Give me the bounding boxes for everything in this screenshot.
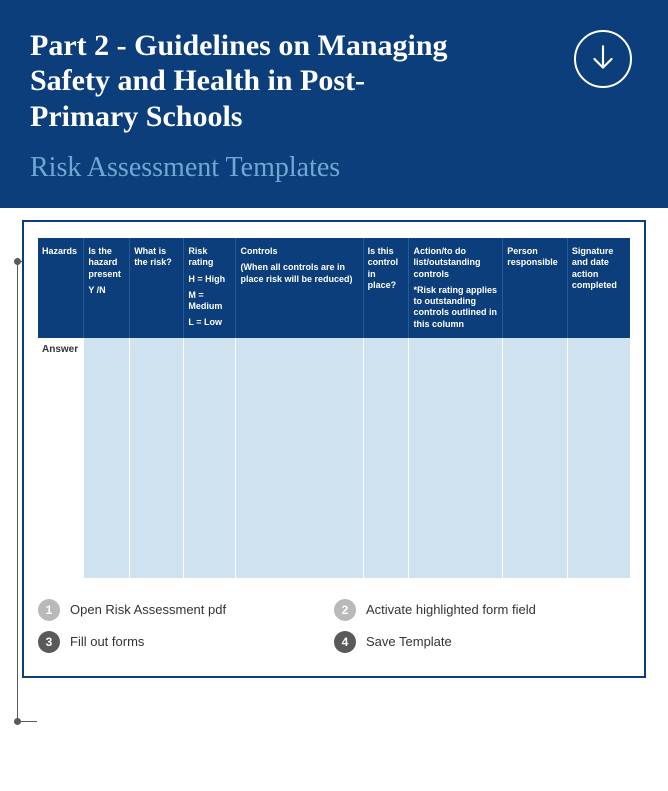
page-header: Part 2 - Guidelines on Managing Safety a… bbox=[0, 0, 668, 208]
risk-assessment-table: HazardsIs the hazard presentY /NWhat is … bbox=[38, 238, 630, 578]
table-header-subtext: Y /N bbox=[88, 285, 125, 296]
page-subtitle: Risk Assessment Templates bbox=[30, 152, 638, 184]
page-title: Part 2 - Guidelines on Managing Safety a… bbox=[30, 28, 470, 134]
table-cell[interactable] bbox=[409, 338, 503, 578]
table-cell[interactable] bbox=[363, 338, 409, 578]
table-header-subtext: L = Low bbox=[188, 317, 231, 328]
table-header-cell: Is the hazard presentY /N bbox=[84, 238, 130, 338]
table-header-row: HazardsIs the hazard presentY /NWhat is … bbox=[38, 238, 630, 338]
table-header-cell: Signature and date action completed bbox=[567, 238, 630, 338]
step-label: Activate highlighted form field bbox=[366, 602, 536, 617]
table-cell[interactable] bbox=[84, 338, 130, 578]
steps-list: 1 Open Risk Assessment pdf 2 Activate highl… bbox=[38, 594, 630, 658]
table-header-cell: Hazards bbox=[38, 238, 84, 338]
table-header-cell: Controls(When all controls are in place … bbox=[236, 238, 363, 338]
step-item: 2 Activate highlighted form field bbox=[334, 594, 630, 626]
template-panel: HazardsIs the hazard presentY /NWhat is … bbox=[22, 220, 646, 678]
table-header-cell: What is the risk? bbox=[130, 238, 184, 338]
table-header-cell: Action/to do list/outstanding controls*R… bbox=[409, 238, 503, 338]
step-number-badge: 1 bbox=[38, 599, 60, 621]
step-item: 3 Fill out forms bbox=[38, 626, 334, 658]
step-item: 1 Open Risk Assessment pdf bbox=[38, 594, 334, 626]
table-cell[interactable] bbox=[567, 338, 630, 578]
connector-line bbox=[17, 261, 18, 721]
content-area: HazardsIs the hazard presentY /NWhat is … bbox=[0, 208, 668, 678]
table-header-cell: Risk ratingH = HighM = MediumL = Low bbox=[184, 238, 236, 338]
step-label: Fill out forms bbox=[70, 634, 144, 649]
table-cell[interactable] bbox=[130, 338, 184, 578]
step-label: Open Risk Assessment pdf bbox=[70, 602, 226, 617]
table-header-cell: Person responsible bbox=[503, 238, 568, 338]
download-icon[interactable] bbox=[574, 30, 632, 88]
table-cell[interactable] bbox=[503, 338, 568, 578]
table-cell[interactable]: Answer bbox=[38, 338, 84, 578]
table-cell[interactable] bbox=[184, 338, 236, 578]
table-header-subtext: H = High bbox=[188, 274, 231, 285]
step-number-badge: 3 bbox=[38, 631, 60, 653]
step-label: Save Template bbox=[366, 634, 452, 649]
step-item: 4 Save Template bbox=[334, 626, 630, 658]
table-row: Answer bbox=[38, 338, 630, 578]
step-number-badge: 4 bbox=[334, 631, 356, 653]
step-number-badge: 2 bbox=[334, 599, 356, 621]
table-header-cell: Is this control in place? bbox=[363, 238, 409, 338]
table-header-subtext: (When all controls are in place risk wil… bbox=[240, 262, 358, 285]
arrow-down-icon bbox=[590, 44, 616, 74]
connector-segment bbox=[17, 721, 37, 722]
table-header-subtext: *Risk rating applies to outstanding cont… bbox=[413, 285, 498, 330]
table-cell[interactable] bbox=[236, 338, 363, 578]
table-header-subtext: M = Medium bbox=[188, 290, 231, 313]
